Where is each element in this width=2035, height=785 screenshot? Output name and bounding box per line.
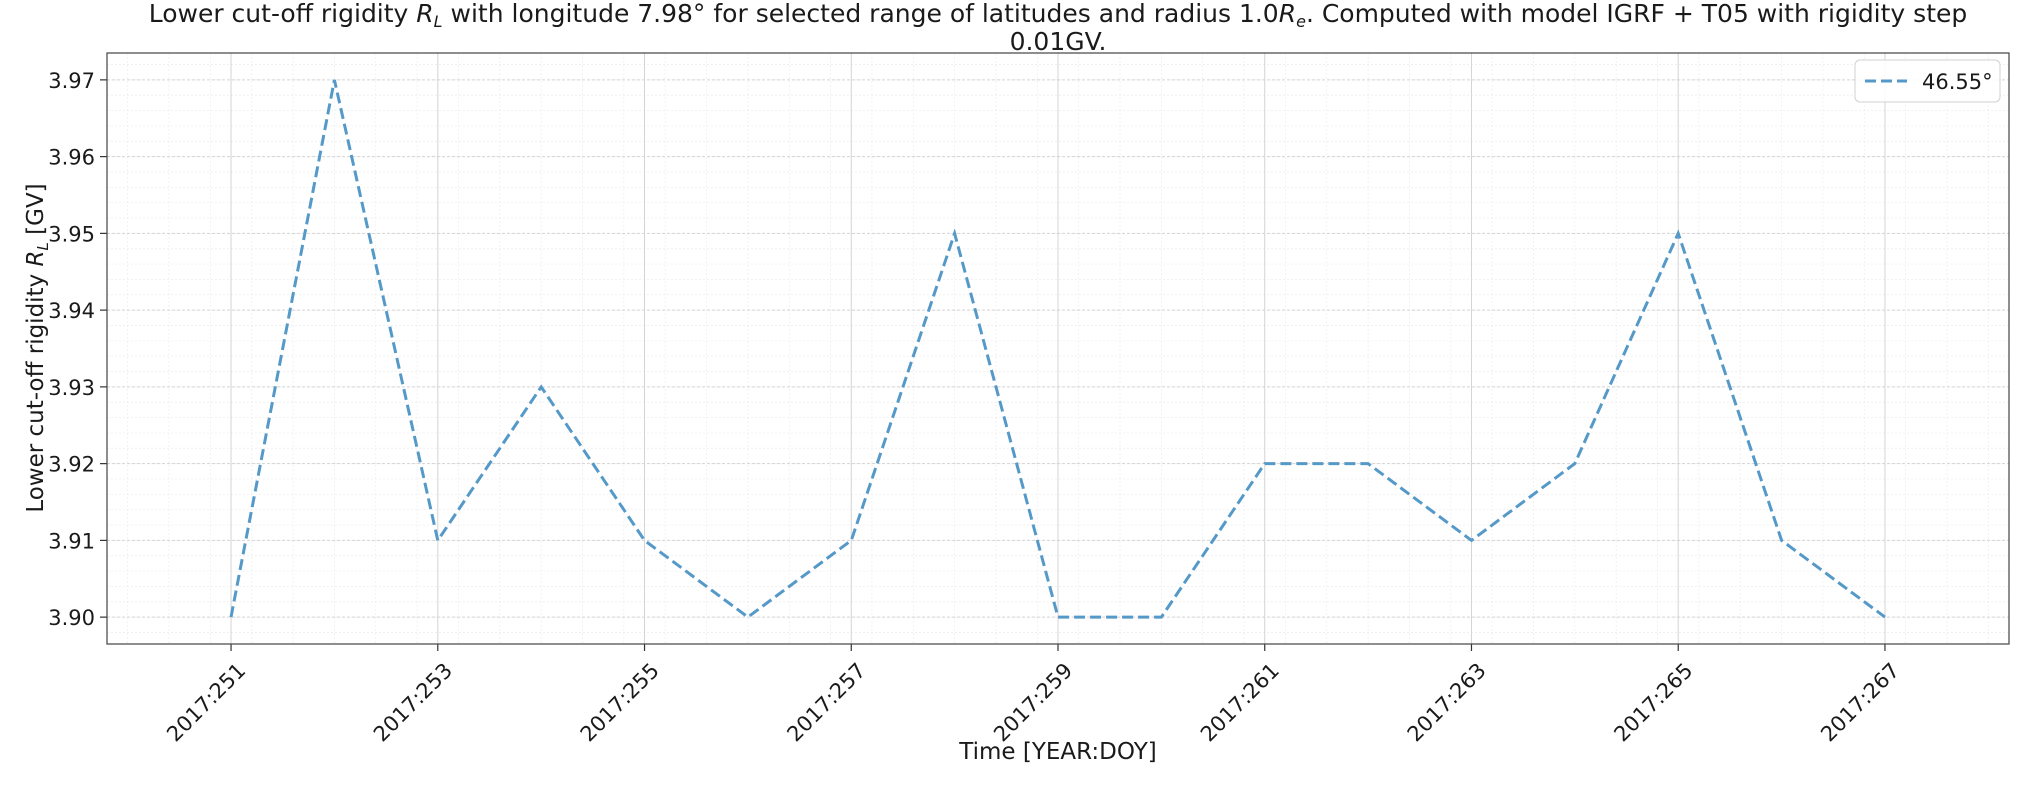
- legend-box: [1854, 59, 2001, 103]
- y-tick-label: 3.90: [48, 606, 95, 630]
- data-point: [746, 616, 749, 619]
- y-tick-label: 3.91: [48, 529, 95, 553]
- data-point: [1367, 462, 1370, 465]
- data-point: [540, 385, 543, 388]
- data-point: [1573, 462, 1576, 465]
- x-tick-label: 2017:261: [1196, 658, 1284, 746]
- x-tick-label: 2017:265: [1609, 658, 1697, 746]
- x-tick-label: 2017:263: [1403, 658, 1491, 746]
- data-point: [230, 616, 233, 619]
- data-point: [643, 539, 646, 542]
- data-point: [850, 539, 853, 542]
- x-tick-label: 2017:251: [162, 658, 250, 746]
- grid: [107, 53, 2009, 644]
- chart-title-line2: 0.01GV.: [1010, 27, 1107, 56]
- data-point: [1883, 616, 1886, 619]
- y-tick-label: 3.97: [48, 69, 95, 93]
- x-tick-label: 2017:255: [576, 658, 664, 746]
- y-tick-label: 3.96: [48, 146, 95, 170]
- axis-ticks: 2017:251 2017:253 2017:255 2017:257 2017:259…: [48, 69, 1904, 747]
- x-tick-label: 2017:259: [989, 658, 1077, 746]
- data-point: [333, 78, 336, 81]
- y-tick-label: 3.92: [48, 453, 95, 477]
- y-tick-label: 3.95: [48, 222, 95, 246]
- y-tick-label: 3.94: [48, 299, 95, 323]
- data-point: [1470, 539, 1473, 542]
- data-point: [1780, 539, 1783, 542]
- legend: 46.55°: [1854, 59, 2001, 103]
- series-lines: [229, 78, 1886, 619]
- x-tick-label: 2017:257: [782, 658, 870, 746]
- legend-entry-label: 46.55°: [1922, 70, 1993, 94]
- data-point: [953, 232, 956, 235]
- data-point: [1677, 232, 1680, 235]
- data-point: [1057, 616, 1060, 619]
- x-tick-label: 2017:253: [369, 658, 457, 746]
- plot-frame: [106, 52, 2010, 645]
- y-axis-label: Lower cut-off rigidity RL [GV]: [23, 183, 52, 512]
- data-point: [436, 539, 439, 542]
- x-axis-label: Time [YEAR:DOY]: [958, 739, 1157, 765]
- y-tick-label: 3.93: [48, 376, 95, 400]
- chart-title-line1: Lower cut-off rigidity RL with longitude…: [149, 0, 1968, 31]
- series-line: [229, 79, 1886, 619]
- x-tick-label: 2017:267: [1816, 658, 1904, 746]
- data-point: [1263, 462, 1266, 465]
- data-point: [1160, 616, 1163, 619]
